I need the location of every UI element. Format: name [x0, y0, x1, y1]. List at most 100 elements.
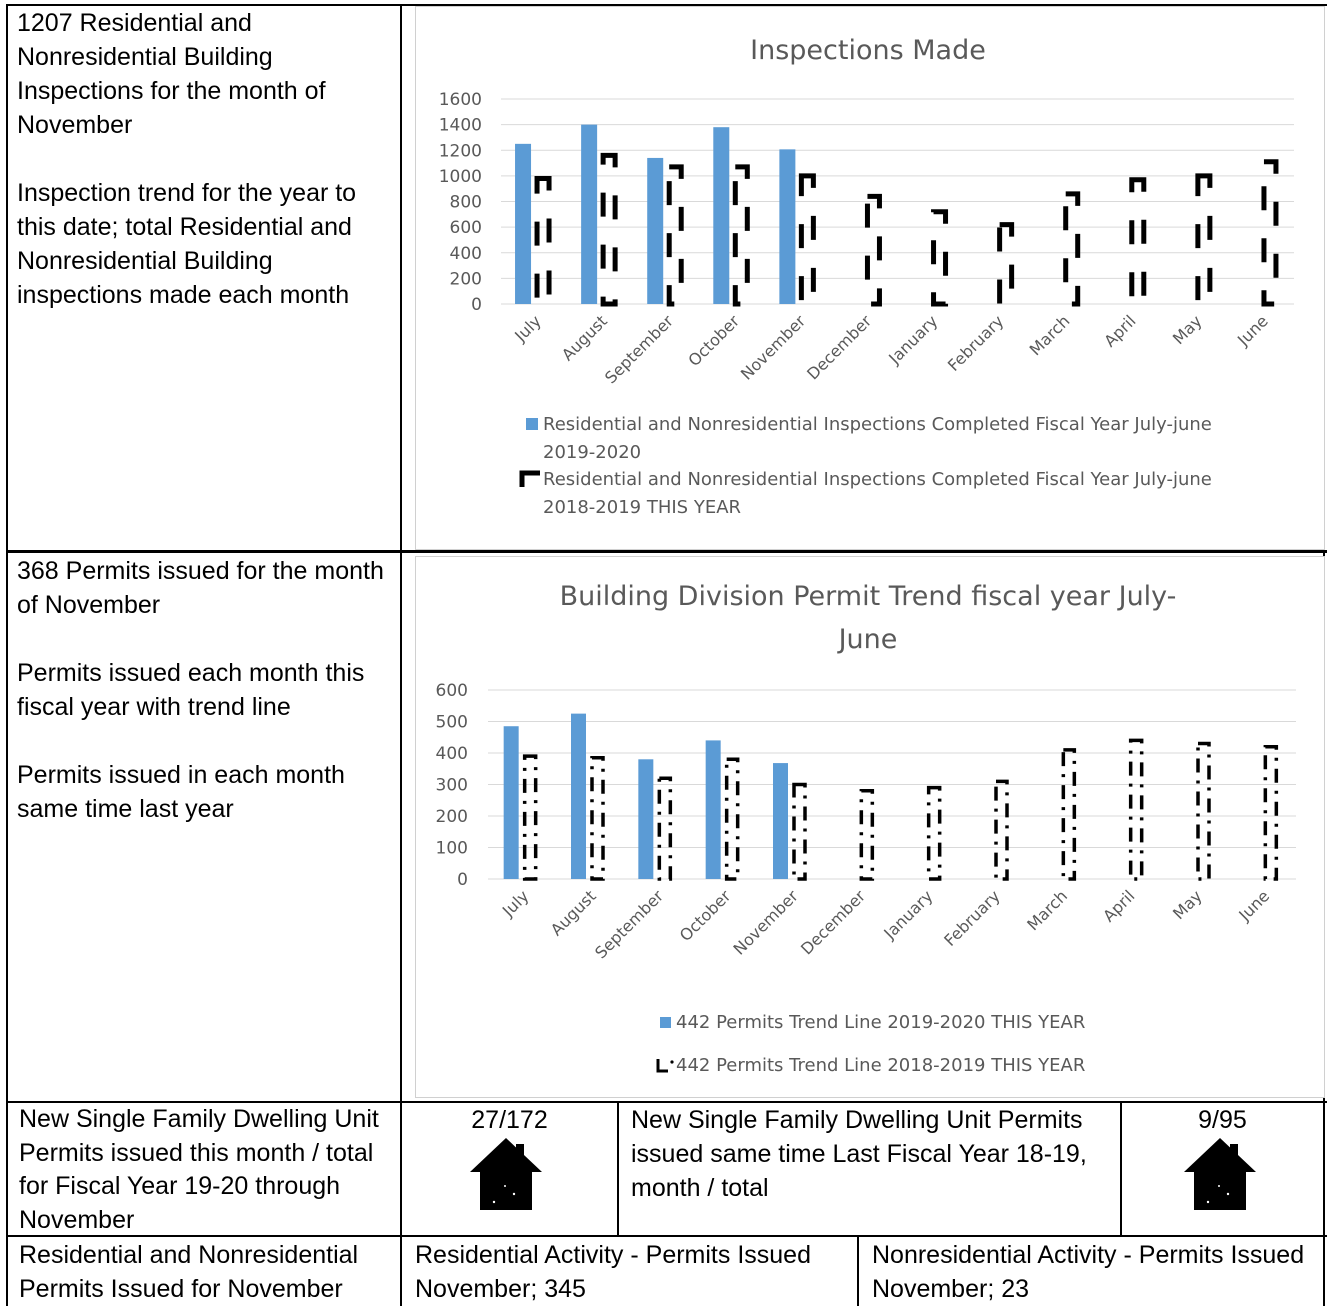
legend-swatch-dashed: [519, 470, 540, 487]
bar-dashed: [1195, 173, 1213, 307]
y-tick-label: 400: [436, 744, 468, 764]
x-tick-label: July: [498, 886, 532, 920]
x-tick-label: August: [558, 311, 611, 364]
bar-solid: [571, 713, 586, 879]
table-divider-row3: [6, 1235, 1327, 1237]
table-border-left: [6, 6, 8, 1306]
residential-activity: Residential Activity - Permits Issued No…: [415, 1241, 811, 1303]
sfdu-last-year-description: New Single Family Dwelling Unit Permits …: [631, 1106, 1087, 1202]
x-tick-label: June: [1234, 886, 1273, 925]
x-tick-label: December: [803, 311, 875, 383]
x-tick-label: July: [510, 311, 544, 345]
permits-chart-frame: Building Division Permit Trend fiscal ye…: [415, 556, 1325, 1098]
inspections-description: 1207 Residential and Nonresidential Buil…: [17, 9, 357, 309]
table-divider-row4-col2: [857, 1237, 859, 1306]
chart-title: Building Division Permit Trend fiscal ye…: [560, 581, 1177, 612]
x-tick-label: May: [1169, 886, 1206, 923]
bar-dashed: [534, 175, 552, 307]
x-tick-label: February: [940, 886, 1004, 950]
bar-dashed: [1063, 191, 1081, 307]
bar-solid: [705, 740, 721, 879]
legend-label: 2018-2019 THIS YEAR: [543, 497, 741, 518]
y-tick-label: 200: [450, 269, 482, 289]
sfdu-this-year-description: New Single Family Dwelling Unit Permits …: [19, 1105, 379, 1234]
y-tick-label: 200: [436, 807, 468, 827]
permits-chart: Building Division Permit Trend fiscal ye…: [436, 581, 1296, 1076]
table-divider-row3-col2: [617, 1103, 619, 1237]
bar-dashed: [864, 193, 882, 307]
table-divider-row1: [6, 550, 1327, 553]
y-tick-label: 1200: [439, 141, 482, 161]
x-tick-label: January: [884, 311, 941, 368]
house-icon: [1184, 1138, 1256, 1210]
bar-dashed: [798, 173, 816, 307]
bar-dashed: [590, 755, 605, 881]
legend-label: Residential and Nonresidential Inspectio…: [543, 469, 1212, 490]
legend-label: 2019-2020: [543, 442, 641, 463]
legend-label: Residential and Nonresidential Inspectio…: [543, 414, 1212, 435]
legend-label: 442 Permits Trend Line 2018-2019 THIS YE…: [676, 1055, 1085, 1076]
bar-dashed: [926, 785, 942, 881]
permits-issued-label: Residential and Nonresidential Permits I…: [19, 1241, 359, 1303]
sfdu-last-year-count: 9/95: [1198, 1106, 1247, 1134]
bar-dashed: [792, 782, 807, 881]
y-tick-label: 0: [457, 870, 468, 890]
bar-dashed: [666, 164, 684, 307]
legend-swatch-solid: [526, 418, 538, 430]
sfdu-this-year-count: 27/172: [471, 1106, 548, 1134]
bar-dashed: [994, 779, 1009, 881]
x-tick-label: March: [1023, 886, 1071, 934]
bar-dashed: [724, 757, 740, 881]
x-tick-label: August: [547, 886, 600, 939]
bar-dashed: [997, 222, 1015, 307]
inspections-chart-frame: Inspections Made 0 200 400 600 800 1000 1200 140…: [415, 6, 1325, 550]
chart-title: June: [837, 624, 898, 655]
bar-dashed: [1128, 738, 1144, 881]
table-border-top: [6, 4, 1327, 6]
table-divider-row3-col3: [1120, 1103, 1122, 1237]
y-tick-label: 500: [436, 713, 468, 733]
x-tick-label: March: [1026, 311, 1074, 359]
bar-solid: [515, 143, 532, 304]
bar-dashed: [1129, 177, 1147, 307]
bar-solid: [779, 149, 796, 304]
y-tick-label: 1000: [439, 167, 482, 187]
bar-dashed: [522, 754, 538, 881]
legend-label: 442 Permits Trend Line 2019-2020 THIS YE…: [676, 1012, 1085, 1033]
x-tick-label: October: [684, 311, 743, 370]
x-tick-label: January: [879, 886, 936, 943]
bar-dashed: [732, 164, 750, 307]
x-tick-label: May: [1169, 311, 1206, 348]
bar-dashed: [600, 152, 618, 307]
bar-dashed: [1196, 741, 1211, 881]
x-tick-label: June: [1233, 311, 1272, 350]
x-tick-label: December: [797, 886, 869, 958]
x-tick-label: September: [601, 311, 677, 387]
permits-description: 368 Permits issued for the month of Nove…: [17, 557, 384, 823]
chart-title: Inspections Made: [750, 35, 986, 66]
bar-solid: [647, 157, 664, 304]
bar-dashed: [1263, 744, 1279, 881]
x-tick-label: November: [737, 311, 810, 384]
bar-solid: [773, 763, 788, 879]
legend-swatch-dashed: [656, 1059, 668, 1073]
x-tick-label: April: [1099, 886, 1138, 925]
x-tick-label: October: [676, 886, 735, 945]
nonresidential-activity: Nonresidential Activity - Permits Issued…: [872, 1241, 1305, 1303]
bar-dashed: [931, 209, 949, 307]
y-tick-label: 600: [436, 681, 468, 701]
house-icon: [470, 1138, 542, 1210]
x-tick-label: February: [944, 311, 1008, 375]
y-tick-label: 300: [436, 776, 468, 796]
y-tick-label: 800: [450, 193, 482, 213]
legend-swatch-solid: [660, 1017, 671, 1028]
bar-dashed: [859, 789, 875, 881]
y-tick-label: 100: [436, 839, 468, 859]
y-tick-label: 1400: [439, 116, 482, 136]
y-tick-label: 0: [471, 295, 482, 315]
y-tick-label: 600: [450, 218, 482, 238]
x-tick-label: September: [591, 886, 667, 962]
bar-solid: [638, 759, 654, 879]
y-tick-label: 1600: [439, 90, 482, 110]
bar-dashed: [1061, 748, 1077, 881]
